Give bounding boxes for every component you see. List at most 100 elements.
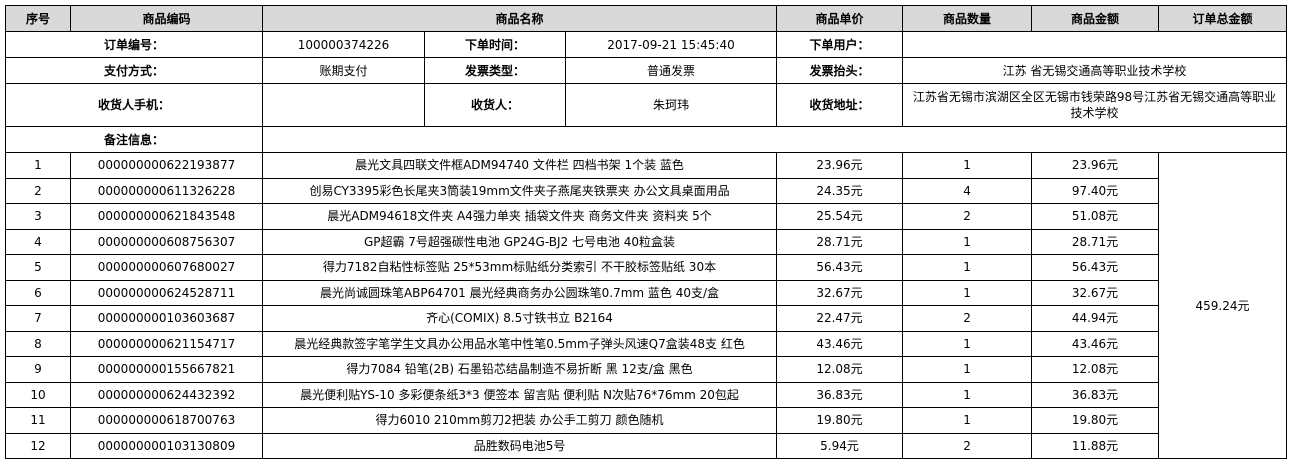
item-amount: 11.88元	[1031, 432, 1160, 459]
order-no-value: 100000374226	[262, 31, 425, 58]
item-code: 000000000611326228	[70, 177, 263, 204]
item-price: 24.35元	[776, 177, 904, 204]
item-amount: 36.83元	[1031, 381, 1160, 408]
order-total-value: 459.24元	[1158, 152, 1288, 459]
order-info: 订单编号： 100000374226 下单时间： 2017-09-21 15:4…	[5, 31, 1288, 153]
table-row: 5 000000000607680027 得力7182自粘性标签贴 25*53mm标…	[5, 254, 1287, 281]
item-no: 4	[5, 228, 71, 255]
payment-label: 支付方式：	[5, 57, 263, 84]
item-name: 创易CY3395彩色长尾夹3筒装19mm文件夹子燕尾夹铁票夹 办公文具桌面用品	[261, 177, 778, 204]
invoice-title-value: 江苏 省无锡交通高等职业技术学校	[902, 57, 1288, 84]
col-code: 商品编码	[70, 5, 263, 32]
item-no: 10	[5, 381, 71, 408]
item-qty: 1	[902, 279, 1033, 306]
item-amount: 51.08元	[1031, 203, 1160, 230]
item-price: 22.47元	[776, 305, 904, 332]
table-row: 11 000000000618700763 得力6010 210mm剪刀2把装 办公…	[5, 407, 1287, 434]
item-code: 000000000608756307	[70, 228, 263, 255]
item-qty: 4	[902, 177, 1033, 204]
item-name: GP超霸 7号超强碳性电池 GP24G-BJ2 七号电池 40粒盒装	[261, 228, 778, 255]
address-label: 收货地址：	[776, 83, 904, 127]
item-name: 晨光经典款签字笔学生文具办公用品水笔中性笔0.5mm子弹头风速Q7盒装48支 红…	[261, 330, 778, 357]
item-amount: 23.96元	[1031, 152, 1160, 179]
order-no-label: 订单编号：	[5, 31, 263, 58]
order-user-label: 下单用户：	[776, 31, 904, 58]
item-name: 晨光尚诚圆珠笔ABP64701 晨光经典商务办公圆珠笔0.7mm 蓝色 40支/…	[261, 279, 778, 306]
item-code: 000000000624528711	[70, 279, 263, 306]
item-no: 2	[5, 177, 71, 204]
item-price: 43.46元	[776, 330, 904, 357]
item-price: 19.80元	[776, 407, 904, 434]
items-header: 序号 商品编码 商品名称 商品单价 商品数量 商品金额 订单总金额	[5, 5, 1288, 32]
item-qty: 1	[902, 228, 1033, 255]
item-code: 000000000103130809	[70, 432, 263, 459]
item-qty: 1	[902, 152, 1033, 179]
item-code: 000000000618700763	[70, 407, 263, 434]
table-row: 7 000000000103603687 齐心(COMIX) 8.5寸铁书立 B21…	[5, 305, 1287, 332]
address-value: 江苏省无锡市滨湖区全区无锡市钱荣路98号江苏省无锡交通高等职业技术学校	[902, 83, 1288, 127]
item-price: 12.08元	[776, 356, 904, 383]
remark-label: 备注信息：	[5, 126, 263, 153]
item-qty: 1	[902, 254, 1033, 281]
order-time-value: 2017-09-21 15:45:40	[564, 31, 778, 58]
order-detail-table: 订单编号： 100000374226 下单时间： 2017-09-21 15:4…	[5, 5, 1288, 459]
table-row: 4 000000000608756307 GP超霸 7号超强碳性电池 GP24G-B…	[5, 228, 1287, 255]
item-code: 000000000607680027	[70, 254, 263, 281]
col-amount: 商品金额	[1031, 5, 1160, 32]
col-name: 商品名称	[261, 5, 778, 32]
item-no: 12	[5, 432, 71, 459]
item-price: 23.96元	[776, 152, 904, 179]
item-name: 得力7182自粘性标签贴 25*53mm标贴纸分类索引 不干胶标签贴纸 30本	[261, 254, 778, 281]
item-amount: 12.08元	[1031, 356, 1160, 383]
col-total: 订单总金额	[1158, 5, 1288, 32]
table-row: 1 000000000622193877 晨光文具四联文件框ADM94740 文件栏…	[5, 152, 1288, 459]
invoice-title-label: 发票抬头：	[776, 57, 904, 84]
item-name: 品胜数码电池5号	[261, 432, 778, 459]
item-code: 000000000622193877	[70, 152, 263, 179]
item-amount: 28.71元	[1031, 228, 1160, 255]
item-price: 5.94元	[776, 432, 904, 459]
col-no: 序号	[5, 5, 71, 32]
item-no: 8	[5, 330, 71, 357]
table-row: 8 000000000621154717 晨光经典款签字笔学生文具办公用品水笔中性笔…	[5, 330, 1287, 357]
table-row: 3 000000000621843548 晨光ADM94618文件夹 A4强力单夹 …	[5, 203, 1287, 230]
item-amount: 97.40元	[1031, 177, 1160, 204]
receiver-value: 朱珂玮	[564, 83, 778, 127]
item-name: 得力7084 铅笔(2B) 石墨铅芯结晶制造不易折断 黑 12支/盒 黑色	[261, 356, 778, 383]
receiver-label: 收货人：	[424, 83, 566, 127]
col-qty: 商品数量	[902, 5, 1033, 32]
item-no: 1	[5, 152, 71, 179]
item-qty: 1	[902, 381, 1033, 408]
item-no: 6	[5, 279, 71, 306]
item-qty: 1	[902, 407, 1033, 434]
item-no: 3	[5, 203, 71, 230]
table-row: 12 000000000103130809 品胜数码电池5号 5.94元 2 11.88元	[5, 432, 1287, 459]
item-no: 9	[5, 356, 71, 383]
phone-label: 收货人手机：	[5, 83, 263, 127]
item-name: 得力6010 210mm剪刀2把装 办公手工剪刀 颜色随机	[261, 407, 778, 434]
item-amount: 32.67元	[1031, 279, 1160, 306]
item-amount: 43.46元	[1031, 330, 1160, 357]
item-qty: 1	[902, 356, 1033, 383]
order-user-value	[902, 31, 1288, 58]
item-code: 000000000103603687	[70, 305, 263, 332]
item-name: 晨光文具四联文件框ADM94740 文件栏 四档书架 1个装 蓝色	[261, 152, 778, 179]
item-price: 32.67元	[776, 279, 904, 306]
table-row: 6 000000000624528711 晨光尚诚圆珠笔ABP64701 晨光经典商…	[5, 279, 1287, 306]
item-price: 25.54元	[776, 203, 904, 230]
item-code: 000000000155667821	[70, 356, 263, 383]
table-row: 9 000000000155667821 得力7084 铅笔(2B) 石墨铅芯结晶制…	[5, 356, 1287, 383]
item-name: 晨光ADM94618文件夹 A4强力单夹 插袋文件夹 商务文件夹 资料夹 5个	[261, 203, 778, 230]
item-code: 000000000624432392	[70, 381, 263, 408]
item-no: 5	[5, 254, 71, 281]
item-code: 000000000621154717	[70, 330, 263, 357]
payment-value: 账期支付	[262, 57, 425, 84]
invoice-type-label: 发票类型：	[424, 57, 566, 84]
item-amount: 19.80元	[1031, 407, 1160, 434]
remark-value	[261, 126, 1288, 153]
item-amount: 56.43元	[1031, 254, 1160, 281]
col-price: 商品单价	[776, 5, 904, 32]
item-code: 000000000621843548	[70, 203, 263, 230]
item-name: 齐心(COMIX) 8.5寸铁书立 B2164	[261, 305, 778, 332]
item-qty: 1	[902, 330, 1033, 357]
